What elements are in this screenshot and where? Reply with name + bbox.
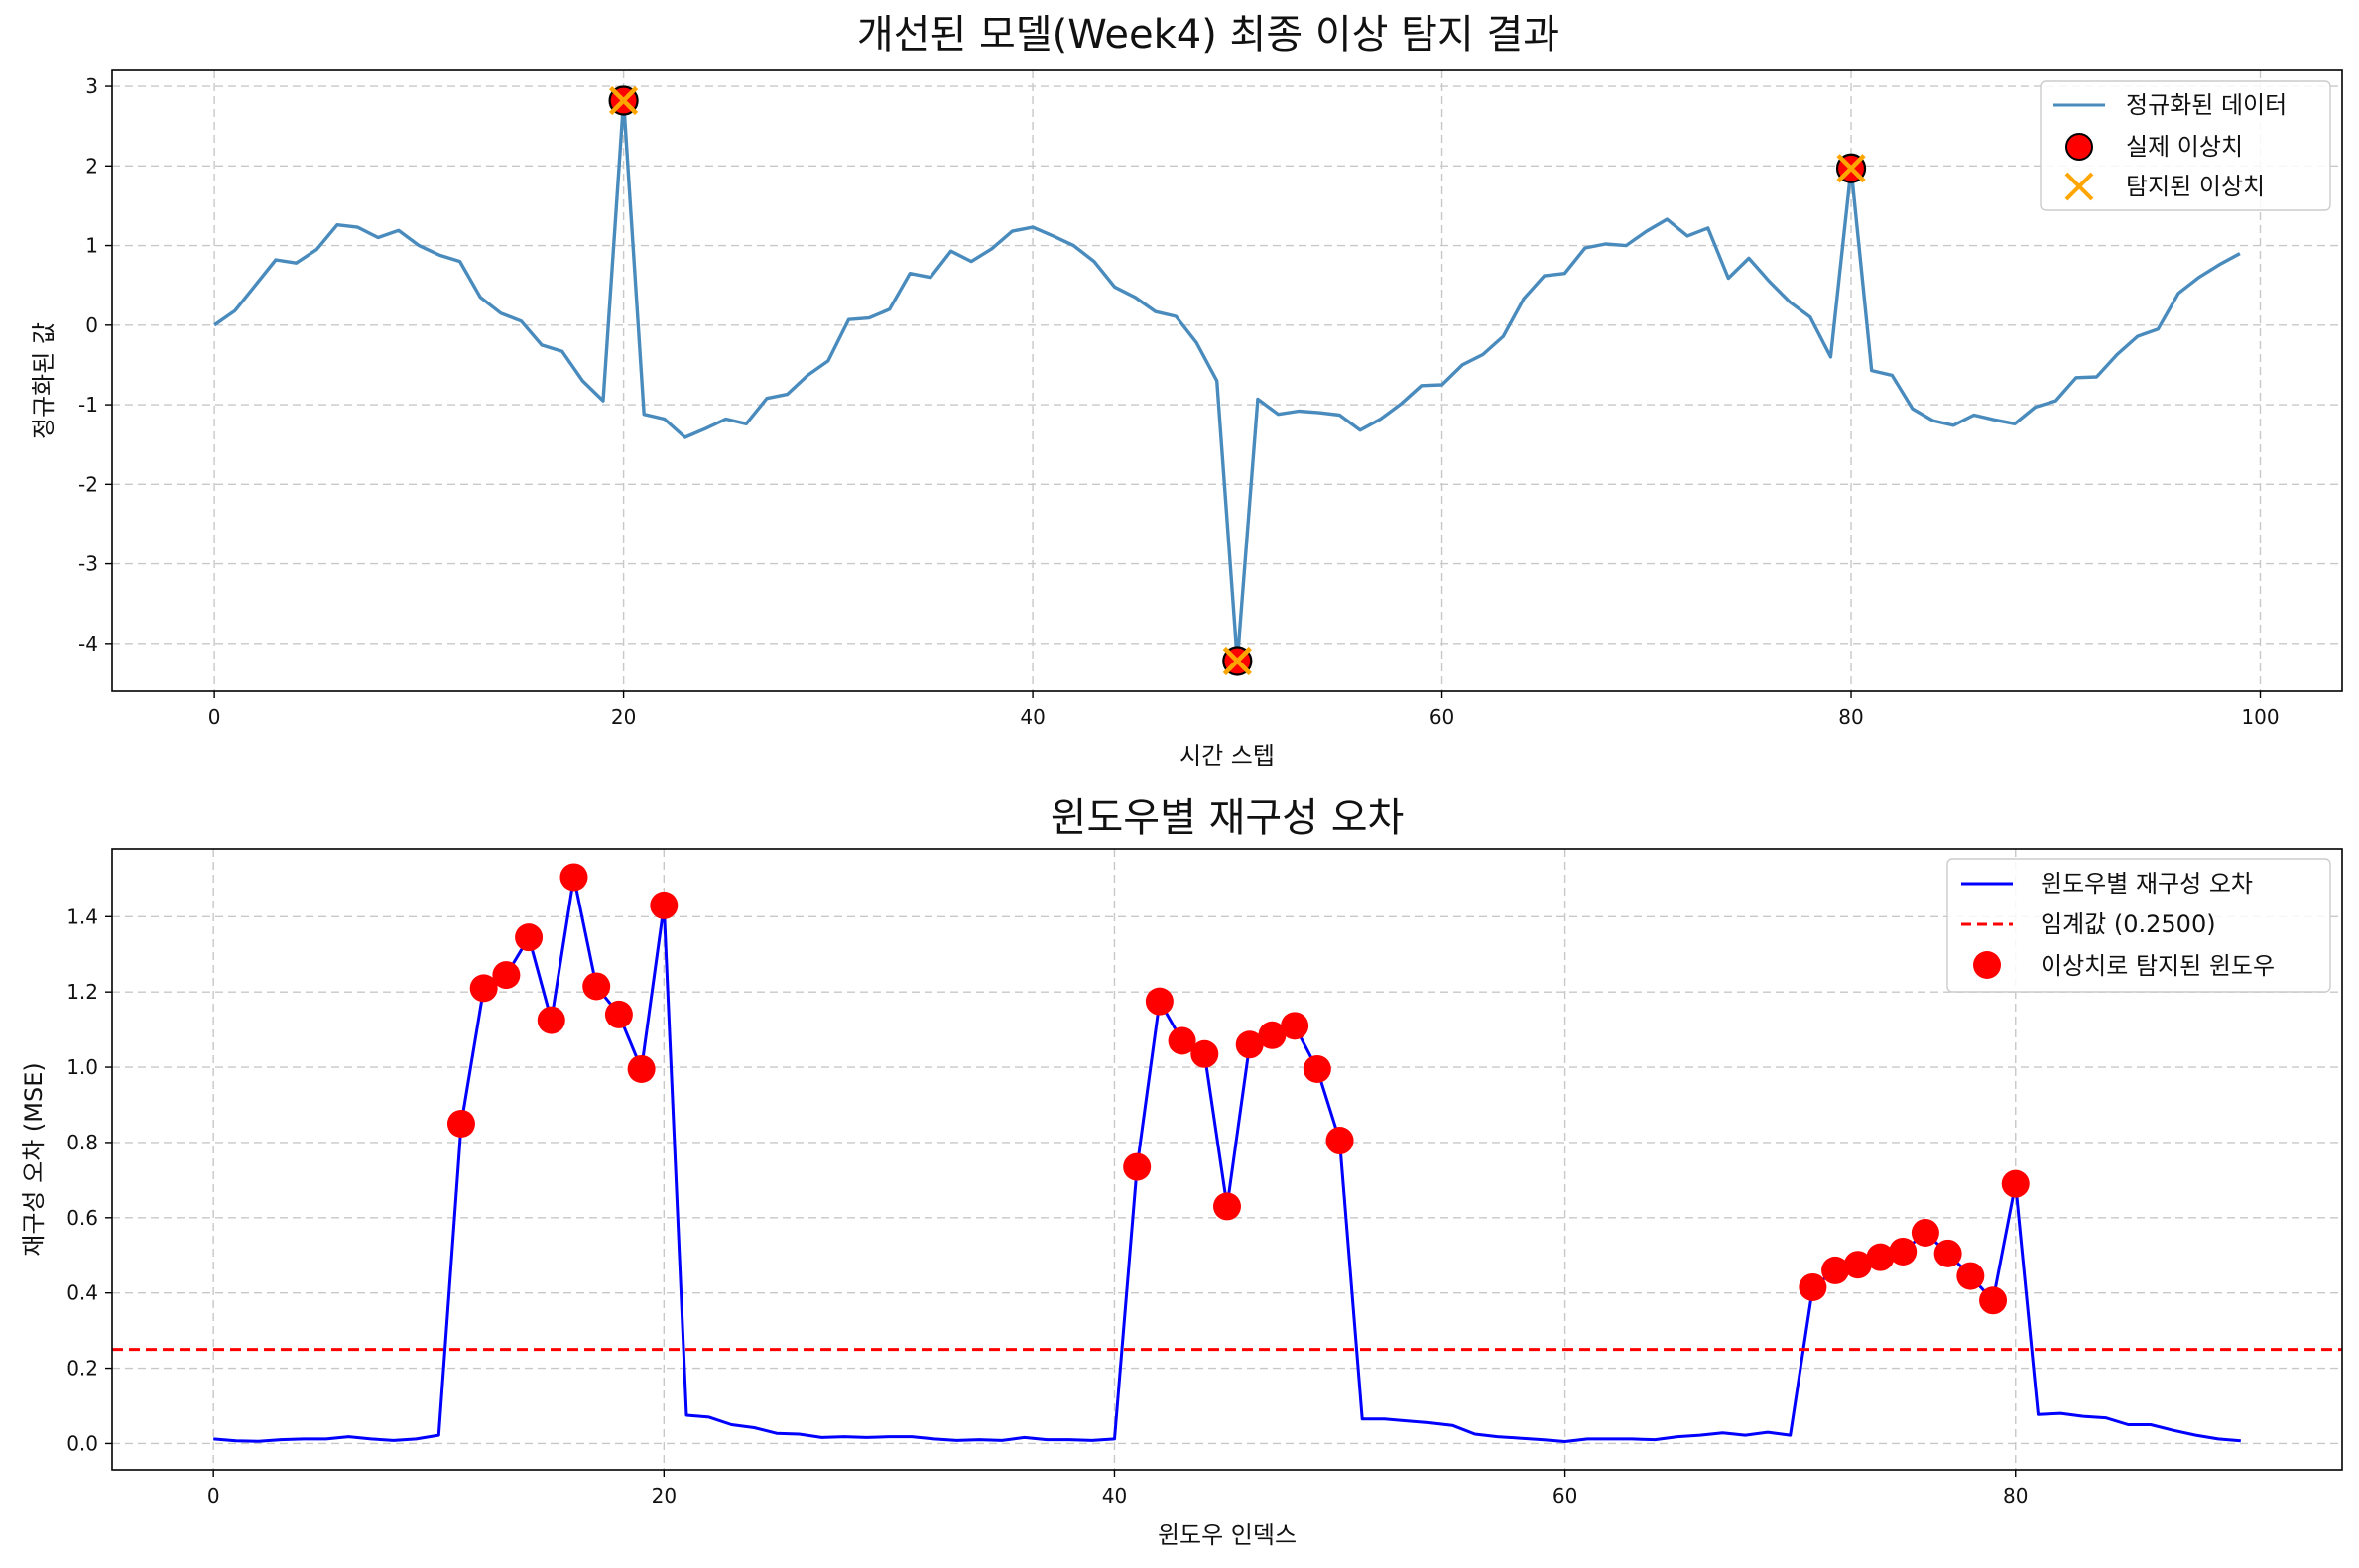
legend-top: 정규화된 데이터 실제 이상치 탐지된 이상치 bbox=[2040, 80, 2331, 211]
x-tick-label: 20 bbox=[652, 1484, 677, 1508]
anomalous-window-point bbox=[469, 974, 498, 1003]
y-tick-label: 1.4 bbox=[66, 905, 98, 928]
anomalous-window-point bbox=[1168, 1026, 1196, 1055]
anomalous-window-point bbox=[559, 863, 588, 892]
y-tick-label: 0.2 bbox=[66, 1357, 98, 1381]
detected-anomaly-point bbox=[1222, 646, 1252, 676]
anomalous-window-point bbox=[1979, 1286, 2008, 1315]
anomalous-window-point bbox=[1821, 1256, 1850, 1284]
anomalous-window-point bbox=[537, 1006, 565, 1034]
anomalous-window-point bbox=[627, 1054, 656, 1083]
legend-label-points: 이상치로 탐지된 윈도우 bbox=[2041, 952, 2275, 980]
y-tick-label: -2 bbox=[78, 472, 98, 496]
y-tick-label: -3 bbox=[78, 552, 98, 576]
legend-label-detected: 탐지된 이상치 bbox=[2126, 173, 2265, 200]
y-tick-label: 0 bbox=[85, 313, 98, 337]
y-axis-label-bottom: 재구성 오차 (MSE) bbox=[20, 1062, 48, 1257]
anomalous-window-point bbox=[1889, 1237, 1918, 1266]
y-tick-label: -4 bbox=[78, 632, 98, 656]
gridlines-top bbox=[112, 70, 2342, 691]
x-tick-label: 60 bbox=[1429, 705, 1454, 729]
anomalous-window-point bbox=[604, 1000, 633, 1028]
chart-title-top: 개선된 모델(Week4) 최종 이상 탐지 결과 bbox=[857, 12, 1559, 58]
x-tick-label: 40 bbox=[1102, 1484, 1127, 1508]
legend-label-actual: 실제 이상치 bbox=[2126, 133, 2243, 161]
legend-box-bottom bbox=[1946, 858, 2331, 993]
anomalous-window-point bbox=[515, 923, 544, 952]
anomalous-window-point bbox=[1235, 1030, 1264, 1059]
ticks-top: 0 20 40 60 80 100 3 2 1 0 -1 -2 -3 -4 bbox=[78, 74, 2280, 729]
plot-area-bottom bbox=[112, 863, 2342, 1443]
y-tick-label: 0.8 bbox=[66, 1131, 98, 1154]
legend-box-top bbox=[2040, 80, 2331, 211]
anomalous-window-point bbox=[492, 961, 521, 990]
subplot-anomaly-detection: 개선된 모델(Week4) 최종 이상 탐지 결과 0 20 40 60 80 10032… bbox=[30, 12, 2343, 770]
ticks-bottom: 0 20 40 60 80 1.4 1.2 1.0 0.8 0.6 0.4 0.2 0.0 bbox=[66, 905, 2028, 1508]
x-tick-label: 0 bbox=[208, 705, 221, 729]
anomalous-window-point bbox=[1281, 1012, 1309, 1040]
legend-actual-swatch bbox=[2065, 133, 2093, 161]
anomalous-window-point bbox=[2001, 1169, 2030, 1198]
anomalous-window-point bbox=[1933, 1239, 1962, 1267]
y-tick-label: 0.6 bbox=[66, 1206, 98, 1230]
y-tick-label: 3 bbox=[85, 74, 98, 98]
axes-frame-bottom bbox=[111, 848, 2343, 1471]
y-tick-label: 2 bbox=[85, 154, 98, 178]
detected-anomaly-point bbox=[609, 85, 639, 116]
axes-frame-top bbox=[111, 69, 2343, 692]
y-axis-label-top: 정규화된 값 bbox=[30, 322, 58, 439]
detected-anomaly-point bbox=[1836, 154, 1866, 183]
series-line bbox=[213, 876, 2241, 1443]
legend-label-error: 윈도우별 재구성 오차 bbox=[2041, 870, 2253, 898]
plot-area-top bbox=[213, 85, 2241, 676]
y-tick-label: 1.2 bbox=[66, 980, 98, 1004]
y-tick-label: 0.4 bbox=[66, 1281, 98, 1305]
subplot-reconstruction-error: 윈도우별 재구성 오차 0 20 40 60 801.41.21.00.80.60.40… bbox=[20, 795, 2343, 1549]
anomalous-window-point bbox=[1956, 1262, 1985, 1290]
anomalous-window-point bbox=[1258, 1021, 1287, 1049]
x-tick-label: 80 bbox=[1838, 705, 1863, 729]
y-tick-label: -1 bbox=[78, 393, 98, 417]
x-axis-label-bottom: 윈도우 인덱스 bbox=[1158, 1521, 1297, 1549]
anomalous-window-point bbox=[1799, 1272, 1827, 1301]
anomalous-window-point bbox=[1866, 1243, 1895, 1271]
legend-points-swatch bbox=[1973, 951, 2001, 979]
x-tick-label: 100 bbox=[2241, 705, 2279, 729]
x-tick-label: 80 bbox=[2003, 1484, 2028, 1508]
legend-bottom: 윈도우별 재구성 오차 임계값 (0.2500) 이상치로 탐지된 윈도우 bbox=[1946, 858, 2331, 993]
anomalous-window-point bbox=[1145, 987, 1174, 1016]
anomalous-window-point bbox=[1213, 1192, 1241, 1221]
series-line bbox=[213, 98, 2241, 663]
anomalous-window-point bbox=[1190, 1039, 1219, 1068]
anomalous-window-point bbox=[650, 891, 679, 919]
anomalous-window-point bbox=[1123, 1152, 1152, 1181]
chart-title-bottom: 윈도우별 재구성 오차 bbox=[1051, 795, 1405, 841]
anomalous-window-point bbox=[1303, 1054, 1331, 1083]
anomalous-window-point bbox=[1843, 1251, 1872, 1279]
anomalous-window-point bbox=[582, 972, 611, 1001]
legend-detected-swatch bbox=[2064, 172, 2094, 201]
x-tick-label: 0 bbox=[207, 1484, 220, 1508]
legend-label-threshold: 임계값 (0.2500) bbox=[2041, 910, 2216, 938]
anomalous-window-point bbox=[1325, 1127, 1354, 1155]
x-tick-label: 40 bbox=[1020, 705, 1045, 729]
x-tick-label: 20 bbox=[611, 705, 636, 729]
x-axis-label-top: 시간 스텝 bbox=[1180, 742, 1275, 770]
y-tick-label: 1.0 bbox=[66, 1055, 98, 1079]
anomalous-window-point bbox=[1911, 1218, 1939, 1247]
legend-label-data: 정규화된 데이터 bbox=[2126, 91, 2287, 119]
anomalous-window-point bbox=[446, 1109, 475, 1138]
y-tick-label: 1 bbox=[85, 234, 98, 258]
x-tick-label: 60 bbox=[1552, 1484, 1577, 1508]
y-tick-label: 0.0 bbox=[66, 1431, 98, 1455]
